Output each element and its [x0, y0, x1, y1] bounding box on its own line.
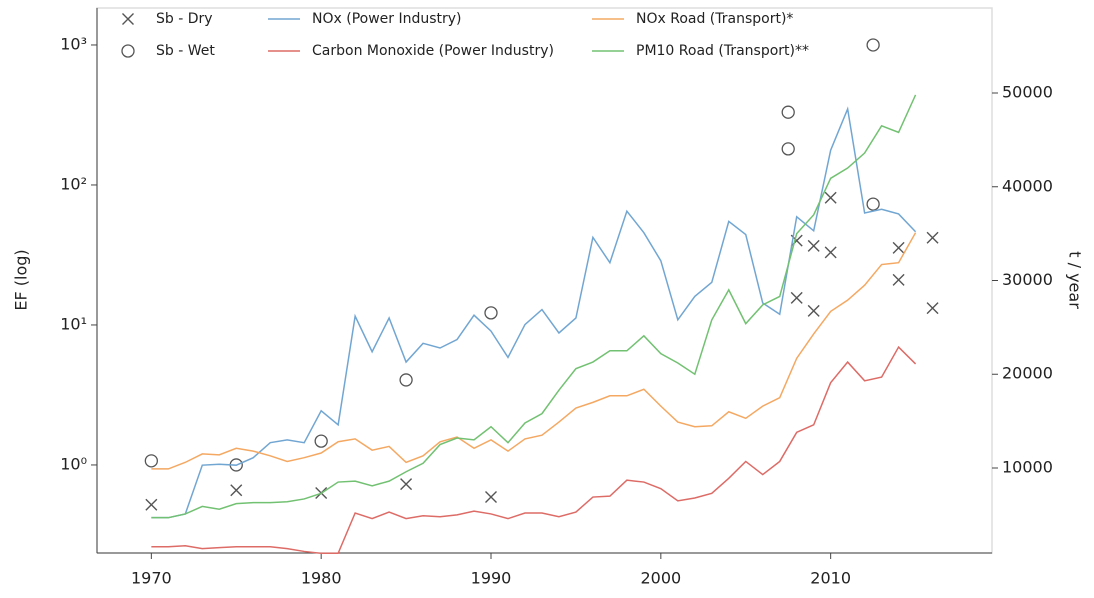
line-series [151, 106, 917, 519]
y2-tick-label: 40000 [1002, 176, 1053, 195]
scatter-point [892, 273, 905, 286]
scatter-point [807, 239, 820, 252]
legend-marker [122, 13, 134, 25]
x-tick-label: 2000 [640, 569, 681, 588]
legend-label: PM10 Road (Transport)** [636, 43, 809, 59]
line-series [151, 345, 917, 555]
scatter-point [484, 306, 498, 320]
scatter-point [145, 498, 158, 511]
plot-frame [96, 7, 993, 554]
scatter-point [144, 454, 158, 468]
x-tick-label: 1990 [471, 569, 512, 588]
y-tick-label: 10⁰ [60, 454, 87, 473]
scatter-point [926, 302, 939, 315]
scatter-point [230, 484, 243, 497]
scatter-point [781, 105, 795, 119]
scatter-point [781, 142, 795, 156]
scatter-point [926, 231, 939, 244]
legend-label: Sb - Wet [156, 43, 215, 59]
y-tick-label: 10² [60, 174, 87, 193]
scatter-point [824, 191, 837, 204]
scatter-point [790, 291, 803, 304]
legend-label: NOx Road (Transport)* [636, 11, 793, 27]
scatter-point [866, 197, 880, 211]
legend-label: Carbon Monoxide (Power Industry) [312, 43, 554, 59]
y-axis-label: EF (log) [12, 249, 31, 310]
scatter-point [400, 478, 413, 491]
y2-tick-label: 20000 [1002, 364, 1053, 383]
line-series [151, 232, 917, 470]
scatter-point [399, 373, 413, 387]
y-tick-label: 10³ [60, 34, 87, 53]
legend-label: NOx (Power Industry) [312, 11, 462, 27]
y2-tick-label: 30000 [1002, 270, 1053, 289]
line-series [151, 94, 917, 519]
scatter-point [807, 304, 820, 317]
y2-axis-label: t / year [1066, 251, 1085, 309]
x-tick-label: 1970 [131, 569, 172, 588]
scatter-point [866, 38, 880, 52]
scatter-point [892, 241, 905, 254]
y-tick-label: 10¹ [60, 314, 87, 333]
y2-tick-label: 50000 [1002, 83, 1053, 102]
y2-tick-label: 10000 [1002, 457, 1053, 476]
scatter-point [314, 434, 328, 448]
scatter-point [824, 246, 837, 259]
legend-marker [121, 44, 135, 58]
x-tick-label: 1980 [301, 569, 342, 588]
scatter-point [485, 491, 497, 504]
legend-label: Sb - Dry [156, 11, 213, 27]
x-tick-label: 2010 [810, 569, 851, 588]
